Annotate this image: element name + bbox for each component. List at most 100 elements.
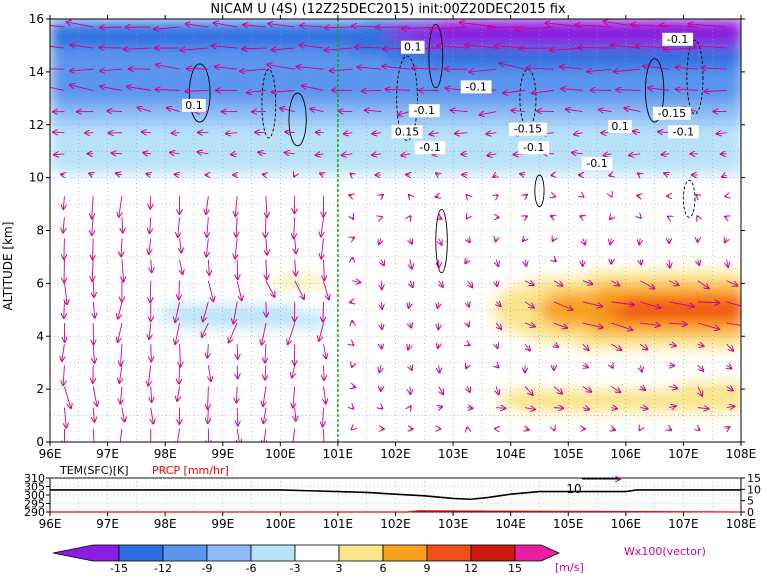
field-cell [680, 19, 688, 27]
field-cell [596, 19, 604, 27]
field-cell [631, 82, 639, 90]
field-cell [652, 89, 660, 97]
field-cell [449, 19, 457, 27]
field-cell [183, 54, 191, 62]
field-cell [92, 82, 100, 90]
field-cell [624, 341, 632, 349]
field-cell [624, 390, 632, 398]
field-cell [589, 397, 597, 405]
field-cell [617, 397, 625, 405]
field-cell [540, 404, 548, 412]
field-cell [253, 117, 261, 125]
field-cell [715, 320, 723, 328]
x-tick-label: 106E [611, 447, 642, 461]
field-cell [169, 96, 177, 104]
field-cell [99, 75, 107, 83]
field-cell [358, 124, 366, 132]
field-cell [456, 117, 464, 125]
field-cell [498, 397, 506, 405]
contour-label: 0.1 [611, 120, 629, 133]
field-cell [274, 75, 282, 83]
field-cell [645, 131, 653, 139]
field-cell [561, 33, 569, 41]
field-cell [666, 397, 674, 405]
field-cell [253, 320, 261, 328]
field-cell [470, 131, 478, 139]
field-cell [267, 89, 275, 97]
field-cell [120, 40, 128, 48]
field-cell [393, 40, 401, 48]
field-cell [295, 82, 303, 90]
field-cell [295, 103, 303, 111]
field-cell [477, 138, 485, 146]
field-cell [687, 152, 695, 160]
field-cell [218, 152, 226, 160]
field-cell [253, 40, 261, 48]
field-cell [470, 26, 478, 34]
field-cell [211, 54, 219, 62]
field-cell [638, 103, 646, 111]
field-cell [519, 166, 527, 174]
field-cell [267, 152, 275, 160]
field-cell [463, 61, 471, 69]
field-cell [554, 145, 562, 153]
field-cell [680, 404, 688, 412]
field-cell [309, 159, 317, 167]
field-cell [421, 61, 429, 69]
field-cell [512, 89, 520, 97]
field-cell [736, 131, 744, 139]
field-cell [106, 131, 114, 139]
field-cell [183, 61, 191, 69]
field-cell [400, 159, 408, 167]
field-cell [547, 313, 555, 321]
field-cell [694, 138, 702, 146]
field-cell [246, 26, 254, 34]
field-cell [449, 103, 457, 111]
field-cell [561, 152, 569, 160]
field-cell [316, 313, 324, 321]
field-cell [722, 327, 730, 335]
field-cell [484, 117, 492, 125]
field-cell [708, 47, 716, 55]
field-cell [323, 54, 331, 62]
field-cell [624, 61, 632, 69]
field-cell [260, 33, 268, 41]
field-cell [729, 292, 737, 300]
field-cell [456, 124, 464, 132]
field-cell [386, 117, 394, 125]
field-cell [554, 61, 562, 69]
field-cell [631, 278, 639, 286]
field-cell [491, 54, 499, 62]
field-cell [344, 103, 352, 111]
field-cell [631, 26, 639, 34]
field-cell [568, 54, 576, 62]
field-cell [694, 117, 702, 125]
colorbar-label: -6 [246, 562, 257, 575]
field-cell [428, 131, 436, 139]
field-cell [127, 152, 135, 160]
field-cell [267, 40, 275, 48]
field-cell [666, 152, 674, 160]
field-cell [407, 19, 415, 27]
field-cell [197, 61, 205, 69]
field-cell [687, 75, 695, 83]
field-cell [589, 278, 597, 286]
field-cell [582, 61, 590, 69]
field-cell [666, 292, 674, 300]
field-cell [722, 96, 730, 104]
field-cell [645, 404, 653, 412]
field-cell [554, 124, 562, 132]
field-cell [547, 397, 555, 405]
chart-title: NICAM U (4S) (12Z25DEC2015) init:00Z20DE… [210, 2, 566, 17]
field-cell [631, 313, 639, 321]
wind-vector [237, 344, 238, 359]
field-cell [589, 138, 597, 146]
field-cell [659, 313, 667, 321]
field-cell [575, 117, 583, 125]
field-cell [701, 397, 709, 405]
field-cell [253, 96, 261, 104]
field-cell [484, 26, 492, 34]
field-cell [505, 96, 513, 104]
field-cell [505, 138, 513, 146]
field-cell [414, 117, 422, 125]
